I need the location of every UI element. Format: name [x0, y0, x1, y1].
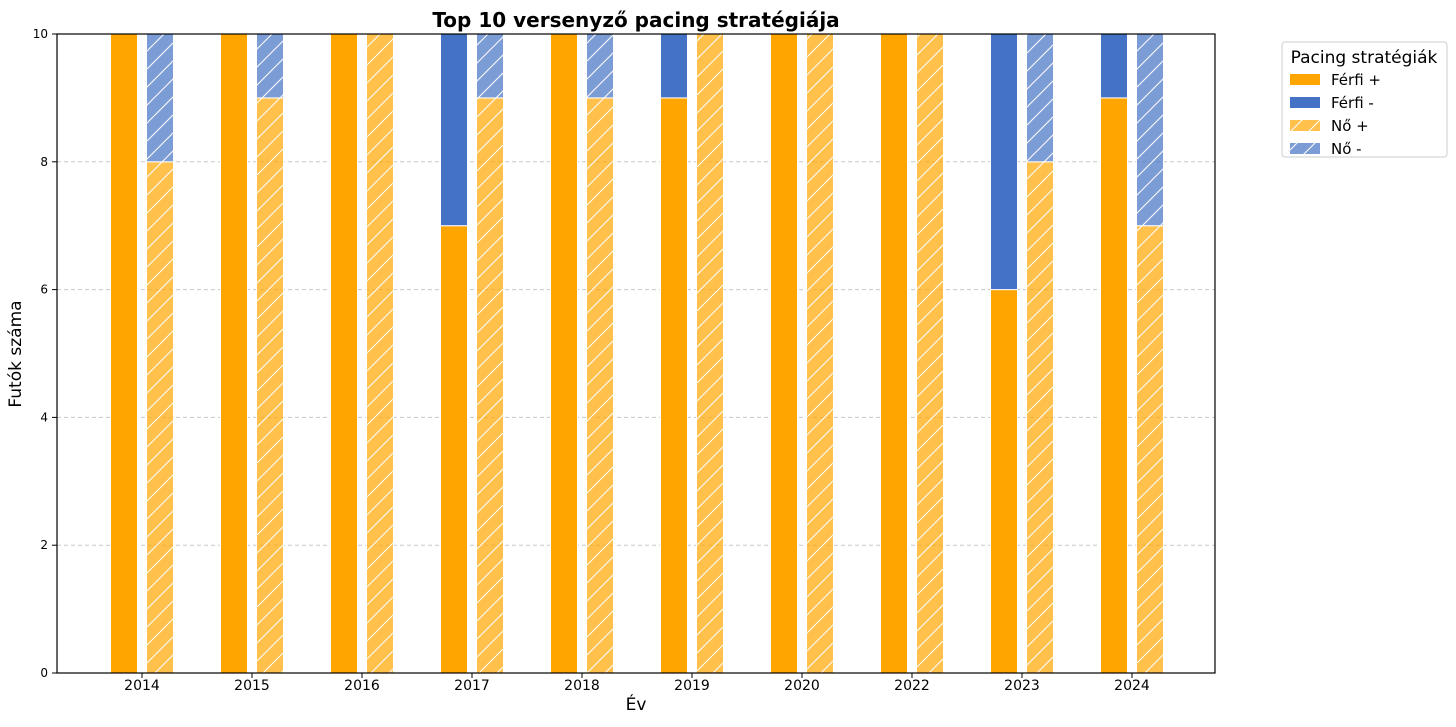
- bar-férfi-2018: [550, 33, 578, 674]
- bar-férfi-2019: [660, 97, 688, 674]
- y-tick-label: 6: [40, 283, 48, 297]
- legend-swatch-hatch: [1290, 143, 1320, 154]
- bar-férfi-2014: [110, 33, 138, 674]
- x-tick-label: 2014: [124, 678, 160, 694]
- y-tick-label: 8: [40, 155, 48, 169]
- bar-férfi-2023: [990, 33, 1018, 291]
- bar-hatch-overlay: [1026, 34, 1054, 162]
- x-tick-label: 2017: [454, 678, 490, 694]
- bar-férfi-2020: [770, 33, 798, 674]
- x-tick-label: 2020: [784, 678, 820, 694]
- legend: Pacing stratégiák Férfi + Férfi - Nő + Nő -: [1281, 41, 1448, 158]
- y-tick-label: 2: [40, 538, 48, 552]
- x-tick-label: 2019: [674, 678, 710, 694]
- bar-hatch-overlay: [256, 97, 284, 673]
- plot-frame: [56, 33, 1216, 674]
- legend-label: Férfi -: [1331, 94, 1374, 112]
- y-tick-label: 4: [40, 410, 48, 424]
- legend-title: Pacing stratégiák: [1291, 48, 1438, 68]
- bar-férfi-2017: [440, 225, 468, 674]
- x-tick-label: 2018: [564, 678, 600, 694]
- bar-hatch-overlay: [146, 34, 174, 162]
- bar-hatch-overlay: [366, 34, 394, 673]
- bar-férfi-2022: [880, 33, 908, 674]
- legend-label: Nő +: [1331, 117, 1369, 135]
- x-axis-label: Év: [626, 693, 647, 715]
- x-tick-label: 2023: [1004, 678, 1040, 694]
- bar-férfi-2017: [440, 33, 468, 227]
- bar-hatch-overlay: [256, 34, 284, 98]
- bar-hatch-overlay: [1136, 34, 1164, 226]
- y-axis-label: Futók száma: [6, 300, 26, 407]
- y-tick-label: 10: [33, 27, 48, 41]
- bar-férfi-2023: [990, 289, 1018, 674]
- y-tick-label: 0: [40, 666, 48, 680]
- bars: [110, 33, 1164, 674]
- bar-hatch-overlay: [806, 34, 834, 673]
- bar-férfi-2024: [1100, 97, 1128, 674]
- x-tick-label: 2016: [344, 678, 380, 694]
- bar-hatch-overlay: [916, 34, 944, 673]
- bar-férfi-2019: [660, 33, 688, 99]
- bar-hatch-overlay: [476, 34, 504, 98]
- legend-swatch-hatch: [1290, 120, 1320, 131]
- grid-lines: [57, 161, 1215, 546]
- legend-frame: [1281, 41, 1448, 158]
- bar-hatch-overlay: [586, 97, 614, 673]
- x-tick-label: 2024: [1114, 678, 1150, 694]
- bar-hatch-overlay: [696, 34, 724, 673]
- legend-label: Férfi +: [1331, 71, 1381, 89]
- axes: 0 2 4 6 8 10 2014 2015 2016 2017 2018 2019 2020 2022 2…: [33, 27, 1216, 694]
- bar-hatch-overlay: [586, 34, 614, 98]
- legend-swatch: [1290, 74, 1320, 85]
- legend-swatch: [1290, 97, 1320, 108]
- legend-label: Nő -: [1331, 140, 1362, 158]
- bar-férfi-2016: [330, 33, 358, 674]
- x-tick-label: 2022: [894, 678, 930, 694]
- bar-férfi-2024: [1100, 33, 1128, 99]
- bar-férfi-2015: [220, 33, 248, 674]
- bar-hatch-overlay: [1026, 161, 1054, 674]
- chart-title: Top 10 versenyző pacing stratégiája: [432, 8, 839, 32]
- bar-hatch-overlay: [1136, 225, 1164, 673]
- bar-hatch-overlay: [146, 161, 174, 674]
- x-tick-label: 2015: [234, 678, 270, 694]
- bar-hatch-overlay: [476, 97, 504, 673]
